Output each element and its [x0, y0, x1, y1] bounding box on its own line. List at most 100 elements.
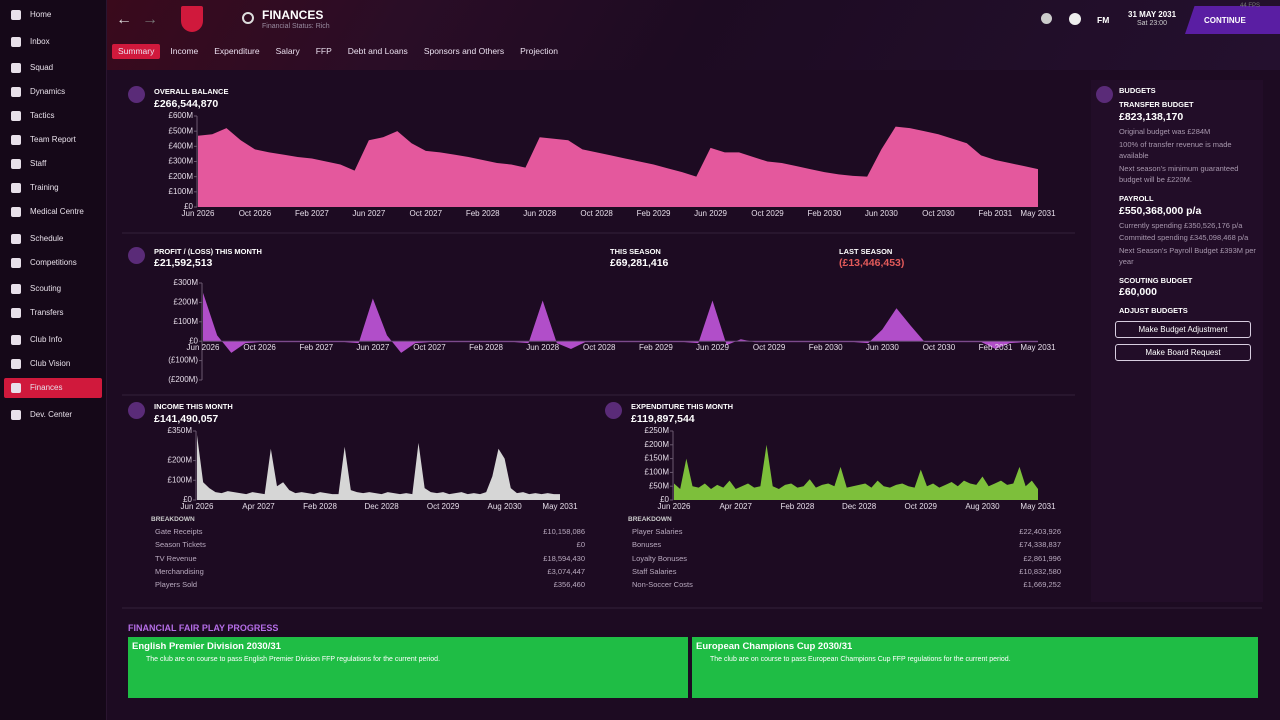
row-label: Bonuses — [632, 540, 662, 550]
x-tick-label: Jun 2030 — [865, 209, 898, 218]
panel-value: £266,544,870 — [154, 98, 219, 110]
x-tick-label: Feb 2030 — [809, 343, 843, 352]
search-icon[interactable] — [242, 12, 254, 24]
x-tick-label: Aug 2030 — [965, 502, 1000, 511]
budgets-panel: BUDGETS TRANSFER BUDGET £823,138,170 Ori… — [1091, 80, 1263, 602]
continue-label[interactable]: CONTINUE — [1204, 16, 1246, 25]
area — [203, 292, 1038, 353]
breakdown-title: BREAKDOWN — [151, 516, 195, 523]
row-label: Staff Salaries — [632, 566, 677, 576]
sidebar-item[interactable]: Tactics — [4, 106, 102, 126]
tab[interactable]: Expenditure — [214, 46, 260, 56]
tab[interactable]: Income — [170, 46, 199, 56]
panel-title: INCOME THIS MONTH — [154, 402, 233, 411]
fm-menu[interactable]: FM — [1097, 15, 1110, 25]
budgets-title: BUDGETS — [1119, 86, 1156, 95]
sidebar-item[interactable]: Schedule — [4, 229, 102, 249]
note: Next Season's Payroll Budget £393M per y… — [1119, 245, 1256, 267]
sidebar-item[interactable]: Transfers — [4, 303, 102, 323]
note: Next season's minimum guaranteed budget … — [1119, 163, 1239, 185]
sidebar-item[interactable]: Competitions — [4, 253, 102, 273]
tab[interactable]: Summary — [112, 44, 161, 59]
breakdown-row: Players Sold £356,460 — [151, 580, 585, 593]
button[interactable]: Make Board Request — [1115, 343, 1251, 361]
y-tick-label: £0 — [189, 336, 198, 345]
continue-button[interactable] — [1185, 6, 1280, 34]
button[interactable]: Make Budget Adjustment — [1115, 320, 1251, 338]
x-tick-label: Jun 2028 — [526, 343, 559, 352]
x-tick-label: Oct 2029 — [753, 343, 786, 352]
x-tick-label: Feb 2028 — [780, 502, 814, 511]
label: ADJUST BUDGETS — [1119, 305, 1188, 315]
label: SCOUTING BUDGET — [1119, 275, 1193, 285]
x-tick-label: Feb 2029 — [637, 209, 671, 218]
label: PAYROLL — [1119, 193, 1154, 203]
profit-icon — [128, 247, 145, 264]
tab[interactable]: FFP — [315, 46, 332, 56]
note: 100% of transfer revenue is made availab… — [1119, 139, 1232, 161]
sidebar-item[interactable]: Team Report — [4, 130, 102, 150]
panel-value: (£13,446,453) — [839, 257, 905, 269]
sidebar-item[interactable]: Scouting — [4, 279, 102, 299]
tab[interactable]: Debt and Loans — [347, 46, 408, 56]
x-tick-label: Oct 2027 — [410, 209, 443, 218]
y-tick-label: £300M — [169, 157, 194, 166]
row-label: Season Tickets — [155, 540, 206, 550]
y-tick-label: £400M — [169, 141, 194, 150]
back-arrow[interactable]: ← — [116, 11, 132, 28]
sidebar-item[interactable]: Training — [4, 178, 102, 198]
tab[interactable]: Sponsors and Others — [423, 46, 505, 56]
panel-value: £69,281,416 — [610, 257, 669, 269]
y-tick-label: £250M — [645, 426, 670, 435]
breakdown-title: BREAKDOWN — [628, 516, 672, 523]
time: Sat 23:00 — [1137, 20, 1167, 27]
income-breakdown: BREAKDOWN Gate Receipts £10,158,086 Season… — [151, 516, 585, 593]
x-tick-label: May 2031 — [542, 502, 578, 511]
tab[interactable]: Projection — [520, 46, 558, 56]
x-tick-label: Apr 2027 — [719, 502, 752, 511]
sidebar-item[interactable]: Finances — [4, 378, 102, 398]
sidebar-item[interactable]: Inbox — [4, 32, 102, 52]
x-tick-label: Dec 2028 — [842, 502, 877, 511]
y-tick-label: £100M — [168, 475, 193, 484]
sidebar-item[interactable]: Club Info — [4, 330, 102, 350]
x-tick-label: Oct 2030 — [922, 209, 955, 218]
forward-arrow[interactable]: → — [142, 11, 158, 28]
row-label: TV Revenue — [155, 553, 197, 563]
ffp-title: FINANCIAL FAIR PLAY PROGRESS — [128, 623, 279, 633]
help-icon[interactable] — [1069, 13, 1081, 25]
sidebar-item[interactable]: Home — [4, 5, 102, 25]
value: £550,368,000 p/a — [1119, 204, 1202, 217]
y-tick-label: £100M — [645, 468, 670, 477]
sidebar-item[interactable]: Squad — [4, 58, 102, 78]
x-tick-label: Oct 2028 — [583, 343, 616, 352]
y-tick-label: £200M — [168, 456, 193, 465]
row-value: £2,861,996 — [1023, 553, 1061, 563]
x-tick-label: Feb 2028 — [303, 502, 337, 511]
x-tick-label: Oct 2030 — [923, 343, 956, 352]
world-icon[interactable] — [1041, 13, 1052, 24]
breakdown-row: Player Salaries £22,403,926 — [628, 527, 1061, 540]
x-tick-label: Jun 2029 — [696, 343, 729, 352]
note: Original budget was £284M — [1119, 127, 1211, 136]
y-tick-label: £200M — [169, 172, 194, 181]
sidebar-item[interactable]: Dev. Center — [4, 405, 102, 425]
tab[interactable]: Salary — [275, 46, 300, 56]
panel-title: THIS SEASON — [610, 247, 661, 256]
row-value: £1,669,252 — [1023, 580, 1061, 590]
sidebar-item[interactable]: Medical Centre — [4, 202, 102, 222]
x-tick-label: May 2031 — [1020, 502, 1056, 511]
sidebar-item[interactable]: Club Vision — [4, 354, 102, 374]
y-tick-label: £100M — [174, 317, 199, 326]
card-title: English Premier Division 2030/31 — [132, 641, 281, 652]
sidebar-item[interactable]: Staff — [4, 154, 102, 174]
x-tick-label: Oct 2029 — [905, 502, 938, 511]
x-tick-label: Jun 2027 — [352, 209, 385, 218]
breakdown-row: Staff Salaries £10,832,580 — [628, 567, 1061, 580]
y-tick-label: £350M — [168, 426, 193, 435]
row-value: £10,832,580 — [1019, 566, 1061, 576]
sidebar-item[interactable]: Dynamics — [4, 82, 102, 102]
x-tick-label: Aug 2030 — [487, 502, 522, 511]
club-crest[interactable] — [181, 6, 203, 32]
row-label: Player Salaries — [632, 527, 683, 536]
